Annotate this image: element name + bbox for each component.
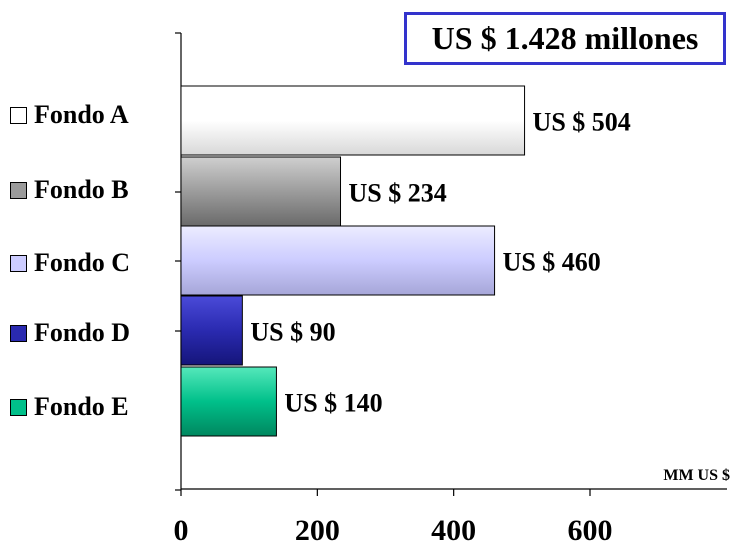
total-amount-text: US $ 1.428 millones <box>431 20 699 56</box>
total-amount-box: US $ 1.428 millones <box>404 12 726 65</box>
category-label-text: Fondo B <box>34 175 129 204</box>
legend-swatch <box>10 181 27 199</box>
x-tick-label: 0 <box>174 514 189 547</box>
category-label: Fondo B <box>10 175 129 205</box>
bar-layer <box>180 85 526 437</box>
x-tick-label: 400 <box>431 514 476 547</box>
x-axis-title: MM US $ <box>663 467 730 484</box>
category-label: Fondo C <box>10 248 130 278</box>
legend-swatch <box>10 324 27 342</box>
x-tick-label: 200 <box>295 514 340 547</box>
category-label-text: Fondo A <box>34 100 129 129</box>
legend-swatch <box>10 398 27 416</box>
category-label-text: Fondo C <box>34 248 131 277</box>
bar-fondo-e <box>180 366 277 437</box>
category-label-text: Fondo E <box>34 392 129 421</box>
bar-fondo-a <box>180 85 526 156</box>
category-label: Fondo D <box>10 318 130 348</box>
data-label: US $ 90 <box>250 318 335 347</box>
bar-fondo-c <box>180 225 496 296</box>
data-label: US $ 140 <box>284 389 382 418</box>
category-label: Fondo E <box>10 392 129 422</box>
bar-fondo-d <box>180 295 243 366</box>
data-label: US $ 234 <box>349 179 447 208</box>
category-label-text: Fondo D <box>34 318 131 347</box>
bar-fondo-b <box>180 156 342 227</box>
data-label: US $ 504 <box>533 108 631 137</box>
axis-layer: 0 200 400 600 MM US $ <box>174 32 730 547</box>
category-label: Fondo A <box>10 100 129 130</box>
legend-swatch <box>10 254 27 272</box>
label-layer: US $ 504 US $ 234 US $ 460 US $ 90 US $ 140 <box>250 108 630 418</box>
legend-swatch <box>10 106 27 124</box>
data-label: US $ 460 <box>503 248 601 277</box>
x-tick-label: 600 <box>568 514 613 547</box>
